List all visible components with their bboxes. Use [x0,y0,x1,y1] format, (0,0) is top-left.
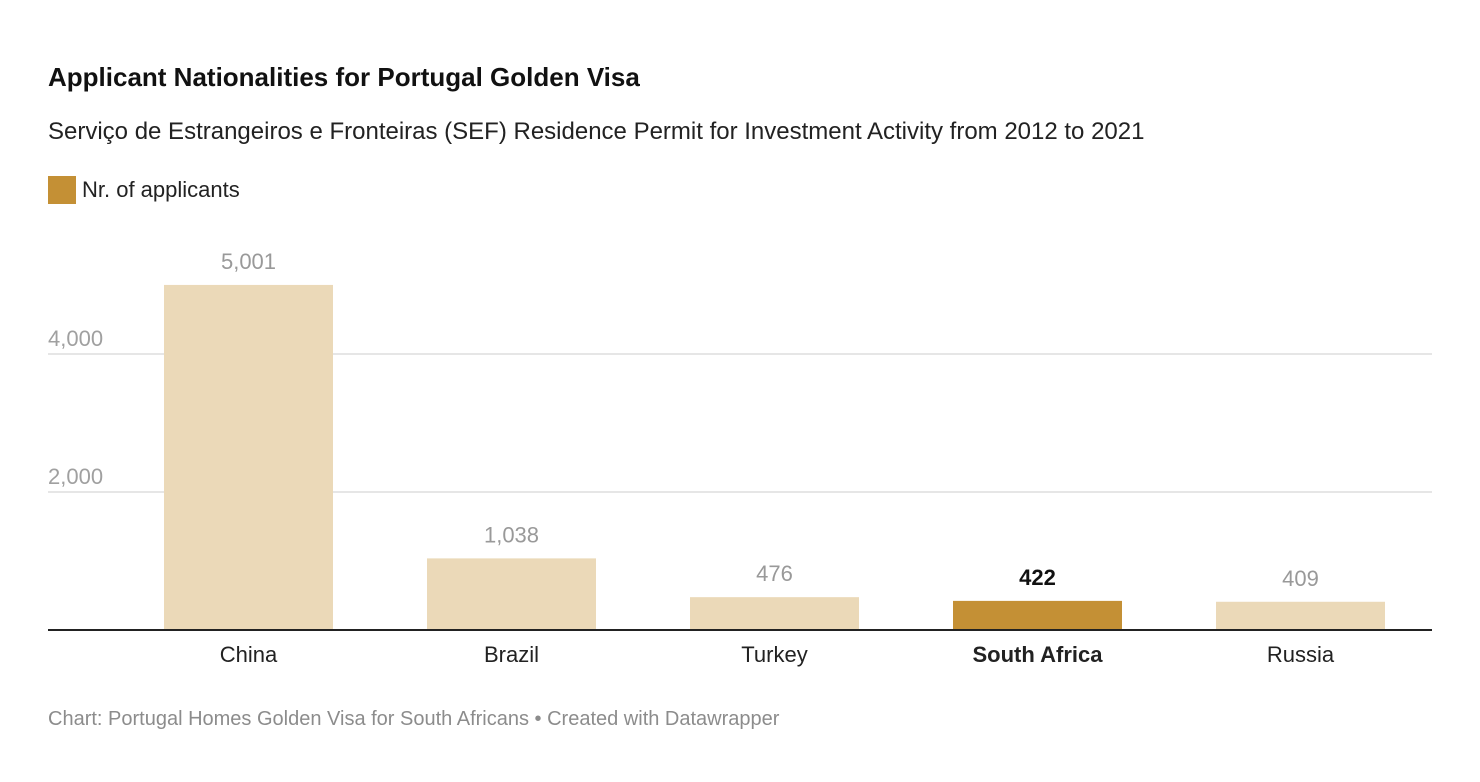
bar-china [164,284,333,630]
x-tick-label: South Africa [973,642,1104,667]
legend: Nr. of applicants [48,176,240,204]
x-tick-label: Brazil [484,642,539,667]
bar-russia [1216,601,1385,630]
chart-source: Chart: Portugal Homes Golden Visa for So… [48,708,780,730]
legend-label: Nr. of applicants [82,177,240,202]
bar-brazil [427,558,596,630]
y-tick-label: 4,000 [48,326,103,351]
x-tick-label: China [220,642,278,667]
legend-swatch [48,176,76,204]
value-label: 422 [1019,565,1056,590]
chart-title: Applicant Nationalities for Portugal Gol… [48,62,640,92]
value-label: 409 [1282,566,1319,591]
x-tick-label: Turkey [741,642,807,667]
y-tick-label: 2,000 [48,464,103,489]
value-label: 5,001 [221,249,276,274]
chart-subtitle: Serviço de Estrangeiros e Fronteiras (SE… [48,118,1145,145]
value-label: 476 [756,561,793,586]
value-label: 1,038 [484,522,539,547]
bar-turkey [690,597,859,630]
bar-south-africa [953,600,1122,630]
x-tick-label: Russia [1267,642,1335,667]
